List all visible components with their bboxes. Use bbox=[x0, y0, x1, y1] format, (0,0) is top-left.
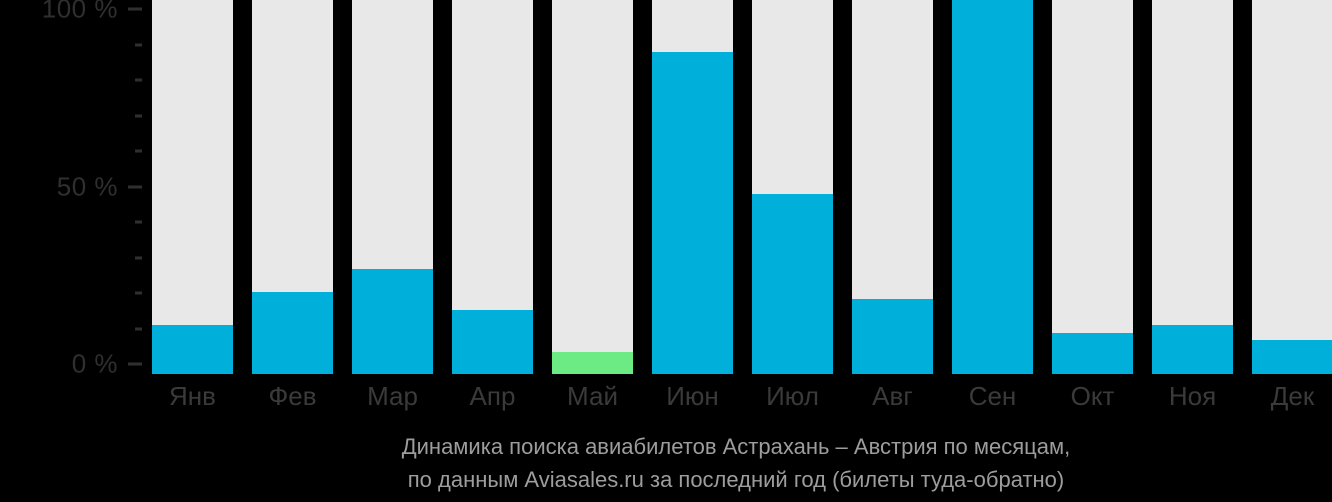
bar-value-Май bbox=[552, 352, 633, 374]
x-axis-label-Апр: Апр bbox=[469, 381, 516, 411]
bar-track-Сен bbox=[952, 0, 1033, 374]
bar-track-Авг bbox=[852, 0, 933, 374]
y-axis-major-tick bbox=[128, 185, 142, 188]
x-axis-label-Янв: Янв bbox=[169, 381, 216, 411]
caption-line-1: Динамика поиска авиабилетов Астрахань – … bbox=[401, 434, 1071, 459]
y-axis-label: 50 % bbox=[56, 171, 118, 201]
x-axis-label-Фев: Фев bbox=[268, 381, 317, 411]
y-axis-major-tick bbox=[128, 7, 142, 11]
bar-track-Июл bbox=[752, 0, 833, 374]
bar-track-Апр bbox=[452, 0, 533, 374]
bar-value-Апр bbox=[452, 310, 533, 374]
bar-value-Авг bbox=[852, 299, 933, 374]
bar-value-Дек bbox=[1252, 340, 1332, 374]
y-axis-minor-tick bbox=[135, 149, 142, 153]
x-axis-label-Сен: Сен bbox=[968, 381, 1017, 411]
x-axis-label-Мар: Мар bbox=[367, 381, 418, 411]
bar-value-Июн bbox=[652, 52, 733, 374]
bar-track-Янв bbox=[152, 0, 233, 374]
caption-line-2: по данным Aviasales.ru за последний год … bbox=[407, 467, 1065, 492]
bar-value-Окт bbox=[1052, 333, 1133, 374]
x-axis-label-Июн: Июн bbox=[666, 381, 719, 411]
bar-track-Май bbox=[552, 0, 633, 374]
y-axis-label: 0 % bbox=[71, 348, 118, 379]
y-axis-minor-tick bbox=[135, 43, 142, 46]
x-axis-label-Май: Май bbox=[567, 381, 618, 411]
x-axis-label-Авг: Авг bbox=[872, 381, 913, 411]
y-axis-minor-tick bbox=[135, 291, 142, 295]
bar-value-Сен bbox=[952, 0, 1033, 374]
bar-track-Ноя bbox=[1152, 0, 1233, 374]
bar-track-Июн bbox=[652, 0, 733, 374]
y-axis-minor-tick bbox=[135, 327, 142, 330]
x-axis-label-Ноя: Ноя bbox=[1168, 381, 1217, 411]
bar-track-Мар bbox=[352, 0, 433, 374]
x-axis-label-Окт: Окт bbox=[1070, 381, 1115, 411]
y-axis-label: 100 % bbox=[41, 0, 118, 24]
y-axis-minor-tick bbox=[135, 114, 142, 117]
x-axis-label-Июл: Июл bbox=[766, 381, 819, 411]
y-axis-minor-tick bbox=[135, 78, 142, 82]
bar-value-Июл bbox=[752, 194, 833, 374]
y-axis-minor-tick bbox=[135, 220, 142, 224]
bar-track-Фев bbox=[252, 0, 333, 374]
bar-value-Ноя bbox=[1152, 325, 1233, 374]
x-axis: Янв Фев Мар Апр Май Июн Июл Авг Сен Окт Ноя Дек bbox=[169, 381, 1315, 411]
bar-track-Окт bbox=[1052, 0, 1133, 374]
y-axis-minor-tick bbox=[135, 256, 142, 259]
bar-track-Дек bbox=[1252, 0, 1332, 374]
bar-value-Мар bbox=[352, 269, 433, 374]
y-axis-major-tick bbox=[128, 362, 142, 366]
bar-value-Янв bbox=[152, 325, 233, 374]
x-axis-label-Дек: Дек bbox=[1270, 381, 1315, 411]
bar-value-Фев bbox=[252, 292, 333, 374]
chart-caption: Динамика поиска авиабилетов Астрахань – … bbox=[140, 430, 1332, 496]
plot-area: 0 % 50 % 100 % bbox=[41, 0, 1332, 379]
